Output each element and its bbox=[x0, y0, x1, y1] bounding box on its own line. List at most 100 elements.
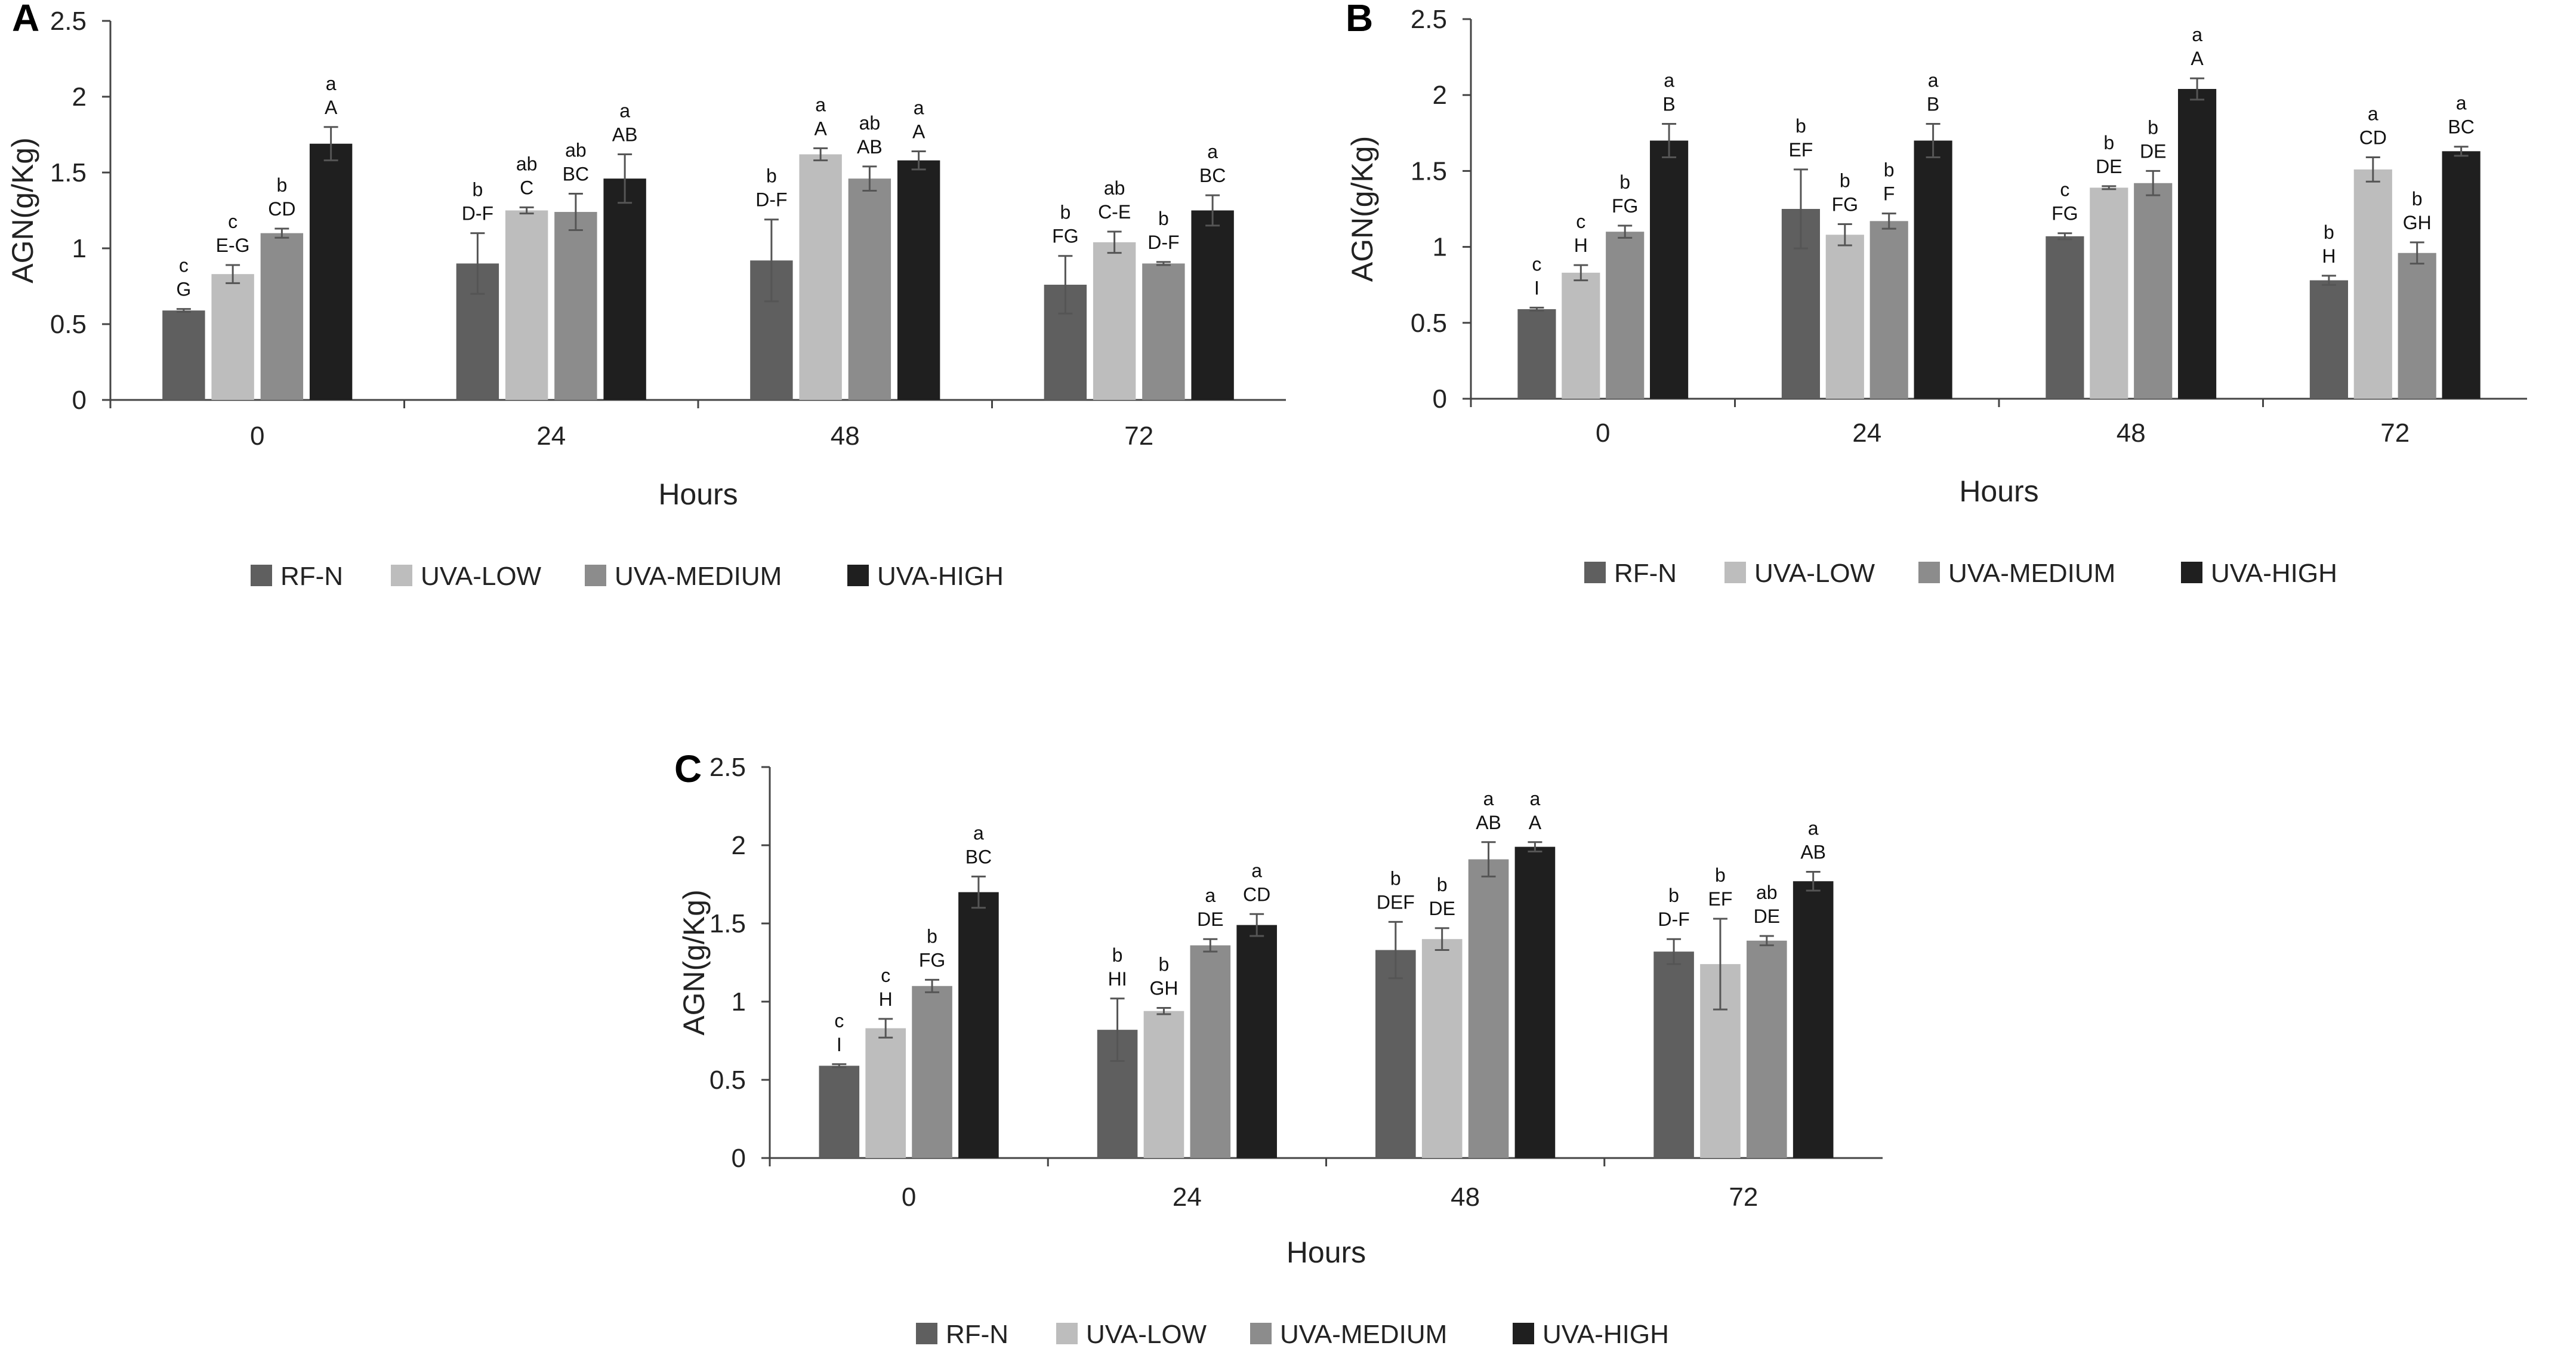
legend-swatch-uva-high bbox=[2181, 562, 2202, 583]
y-axis-title: AGN(g/Kg) bbox=[1346, 136, 1379, 282]
x-tick-label: 72 bbox=[1124, 421, 1153, 451]
bar-uva-low-72h bbox=[2353, 169, 2392, 399]
x-tick-label: 48 bbox=[2117, 418, 2146, 448]
significance-upper-label: FG bbox=[919, 949, 945, 971]
bar-uva-high-48h bbox=[897, 160, 940, 400]
y-tick-label: 1.5 bbox=[1411, 156, 1447, 186]
bar-uva-low-0h bbox=[1562, 272, 1600, 399]
significance-upper-label: C-E bbox=[1098, 201, 1131, 223]
legend: RF-N UVA-LOW UVA-MEDIUM UVA-HIGH bbox=[251, 562, 1004, 591]
legend-swatch-uva-medium bbox=[1918, 562, 1940, 583]
legend-label: UVA-MEDIUM bbox=[1948, 559, 2115, 588]
bar-uva-high-72h bbox=[2442, 151, 2481, 399]
legend-swatch-rf-n bbox=[251, 565, 272, 586]
bar-uva-high-0h bbox=[958, 892, 999, 1158]
x-tick-label: 72 bbox=[1729, 1183, 1758, 1212]
y-tick-label: 2.5 bbox=[50, 7, 87, 36]
legend-label: UVA-HIGH bbox=[2211, 559, 2337, 588]
significance-upper-label: EF bbox=[1788, 139, 1813, 161]
significance-upper-label: D-F bbox=[755, 189, 787, 211]
panel-label: C bbox=[674, 747, 702, 790]
bar-rf-n-0h bbox=[819, 1066, 860, 1158]
significance-lower-label: a bbox=[914, 97, 924, 118]
legend-label: UVA-LOW bbox=[421, 562, 542, 591]
y-tick-label: 0 bbox=[72, 386, 87, 415]
significance-lower-label: b bbox=[1796, 115, 1806, 137]
significance-lower-label: a bbox=[1928, 70, 1939, 91]
significance-lower-label: a bbox=[1207, 141, 1218, 162]
significance-lower-label: ab bbox=[516, 153, 538, 174]
significance-upper-label: CD bbox=[1243, 883, 1270, 905]
bar-uva-low-24h bbox=[1825, 235, 1864, 399]
y-tick-label: 2.5 bbox=[709, 753, 746, 782]
significance-upper-label: FG bbox=[1052, 226, 1078, 247]
significance-upper-label: DE bbox=[2140, 140, 2166, 162]
significance-lower-label: b bbox=[2412, 188, 2423, 210]
bar-uva-low-48h bbox=[799, 154, 842, 400]
chart-panel-B: B00.511.522.5AGN(g/Kg)0IcHcFGbBa24EFbFGb… bbox=[1346, 0, 2527, 588]
x-tick-label: 24 bbox=[1173, 1183, 1202, 1212]
significance-upper-label: G bbox=[176, 279, 191, 300]
significance-upper-label: A bbox=[912, 121, 925, 142]
bar-uva-low-0h bbox=[211, 274, 254, 400]
significance-upper-label: CD bbox=[268, 198, 295, 220]
y-tick-label: 1 bbox=[732, 987, 746, 1017]
significance-upper-label: HI bbox=[1108, 968, 1127, 990]
significance-upper-label: GH bbox=[2403, 212, 2432, 233]
significance-upper-label: FG bbox=[1612, 195, 1638, 217]
bar-uva-high-24h bbox=[1236, 925, 1277, 1158]
y-tick-label: 0 bbox=[1433, 384, 1447, 414]
bar-uva-medium-48h bbox=[2134, 183, 2173, 399]
y-tick-label: 1.5 bbox=[50, 158, 87, 187]
x-tick-label: 72 bbox=[2380, 418, 2410, 448]
y-tick-label: 2.5 bbox=[1411, 5, 1447, 34]
significance-lower-label: c bbox=[1576, 211, 1585, 232]
significance-upper-label: BC bbox=[563, 164, 589, 185]
x-tick-label: 48 bbox=[1451, 1183, 1480, 1212]
bar-rf-n-48h bbox=[2046, 236, 2084, 399]
significance-lower-label: b bbox=[1715, 864, 1726, 886]
significance-lower-label: b bbox=[2148, 116, 2158, 138]
significance-lower-label: a bbox=[2456, 93, 2467, 114]
significance-upper-label: A bbox=[814, 118, 827, 139]
bar-uva-medium-0h bbox=[260, 233, 304, 400]
significance-upper-label: E-G bbox=[216, 235, 250, 256]
bar-uva-medium-24h bbox=[554, 212, 597, 400]
chart-panel-A: A00.511.522.5AGN(g/Kg)0GcE-GcCDbAa24D-Fb… bbox=[6, 0, 1286, 591]
significance-upper-label: B bbox=[1927, 94, 1939, 115]
legend-label: UVA-HIGH bbox=[877, 562, 1004, 591]
significance-lower-label: a bbox=[1205, 885, 1215, 906]
significance-upper-label: FG bbox=[2051, 203, 2078, 224]
x-tick-label: 24 bbox=[1852, 418, 1881, 448]
bar-uva-medium-72h bbox=[1142, 263, 1185, 400]
significance-upper-label: EF bbox=[1708, 888, 1732, 910]
bar-uva-high-24h bbox=[603, 178, 646, 400]
legend-swatch-uva-high bbox=[1513, 1323, 1534, 1344]
bar-uva-low-48h bbox=[1421, 939, 1463, 1158]
x-axis-title: Hours bbox=[1959, 475, 2038, 508]
significance-upper-label: AB bbox=[1800, 842, 1826, 863]
legend-label: RF-N bbox=[280, 562, 343, 591]
legend-swatch-uva-medium bbox=[585, 565, 606, 586]
significance-lower-label: a bbox=[973, 822, 984, 843]
significance-upper-label: FG bbox=[1832, 193, 1858, 215]
bar-uva-medium-48h bbox=[848, 178, 891, 400]
significance-lower-label: b bbox=[472, 179, 483, 201]
significance-lower-label: b bbox=[1840, 170, 1850, 191]
x-tick-label: 0 bbox=[250, 421, 264, 451]
bar-uva-medium-0h bbox=[912, 986, 952, 1158]
bar-uva-high-0h bbox=[309, 143, 353, 401]
bar-uva-medium-24h bbox=[1869, 221, 1908, 399]
significance-lower-label: a bbox=[1664, 70, 1674, 91]
significance-lower-label: a bbox=[1483, 788, 1494, 809]
significance-upper-label: H bbox=[1574, 235, 1588, 256]
significance-upper-label: A bbox=[2191, 48, 2204, 69]
x-axis-title: Hours bbox=[1287, 1236, 1366, 1269]
significance-upper-label: DE bbox=[1754, 906, 1780, 927]
bar-uva-low-24h bbox=[1143, 1011, 1184, 1158]
significance-lower-label: a bbox=[619, 100, 630, 122]
significance-lower-label: c bbox=[1532, 253, 1541, 275]
significance-lower-label: c bbox=[179, 255, 189, 276]
legend-label: UVA-LOW bbox=[1754, 559, 1875, 588]
significance-upper-label: B bbox=[1662, 94, 1675, 115]
